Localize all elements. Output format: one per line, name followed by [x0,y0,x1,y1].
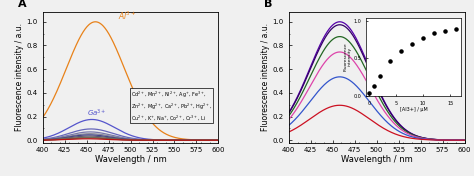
Text: Cd$^{2+}$, Mn$^{2+}$, Ni$^{2+}$, Ag$^{+}$, Fe$^{3+}$,
Zn$^{2+}$, Mg$^{2+}$, Ca$^: Cd$^{2+}$, Mn$^{2+}$, Ni$^{2+}$, Ag$^{+}… [130,90,212,122]
Text: A: A [18,0,27,9]
Text: Al$^{3+}$: Al$^{3+}$ [118,10,136,22]
X-axis label: Wavelength / nm: Wavelength / nm [95,155,166,164]
Y-axis label: Fluorescence intensity / a.u.: Fluorescence intensity / a.u. [261,23,270,131]
Text: Ga$^{3+}$: Ga$^{3+}$ [87,108,107,119]
Text: B: B [264,0,273,9]
X-axis label: Wavelength / nm: Wavelength / nm [341,155,412,164]
Y-axis label: Fluorescence intensity / a.u.: Fluorescence intensity / a.u. [15,23,24,131]
